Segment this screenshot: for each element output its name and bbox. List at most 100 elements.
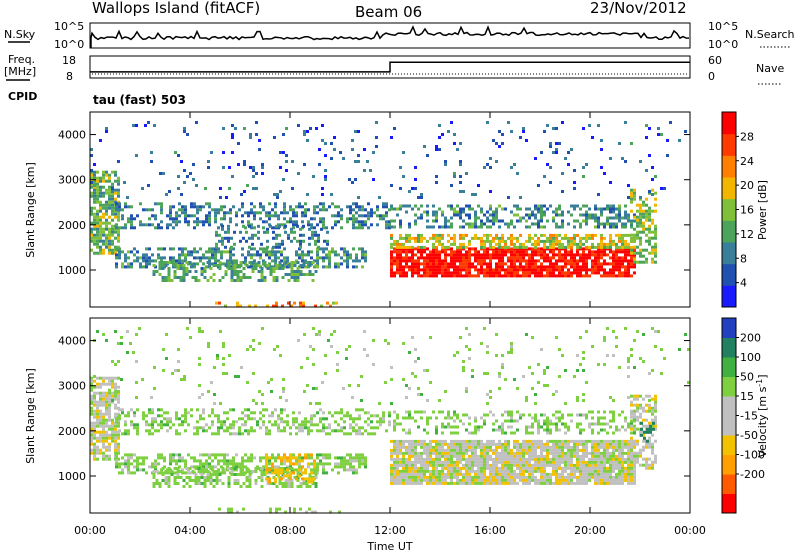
rti-cell <box>501 133 504 136</box>
rti-cell <box>588 470 591 473</box>
rti-cell <box>414 476 417 479</box>
rti-cell <box>429 262 432 265</box>
rti-cell <box>324 154 327 157</box>
rti-cell <box>606 208 609 211</box>
rti-cell <box>93 189 96 192</box>
rti-cell <box>429 256 432 259</box>
rti-cell <box>438 148 441 151</box>
rti-cell <box>352 259 355 262</box>
rti-cell <box>558 234 561 237</box>
rti-cell <box>183 273 186 276</box>
rti-cell <box>296 240 299 243</box>
rti-cell <box>639 237 642 240</box>
rti-cell <box>352 247 355 250</box>
rti-cell <box>301 426 304 429</box>
rti-cell <box>543 240 546 243</box>
rti-cell <box>153 476 156 479</box>
rti-cell <box>609 223 612 226</box>
rti-cell <box>414 220 417 223</box>
rti-cell <box>396 446 399 449</box>
rti-cell <box>441 246 444 249</box>
rti-cell <box>208 220 211 223</box>
rti-cell <box>154 459 157 462</box>
nsky-tick-top: 10^5 <box>54 20 84 33</box>
rti-cell <box>402 205 405 208</box>
rti-cell <box>195 276 198 279</box>
rti-cell <box>328 462 331 465</box>
rti-cell <box>223 459 226 462</box>
rti-cell <box>175 462 178 465</box>
rti-cell <box>172 423 175 426</box>
rti-cell <box>591 262 594 265</box>
rti-cell <box>224 246 227 249</box>
rti-cell <box>540 482 543 485</box>
rti-cell <box>124 423 127 426</box>
rti-cell <box>283 462 286 465</box>
rti-cell <box>537 470 540 473</box>
rti-cell <box>325 247 328 250</box>
rti-cell <box>393 271 396 274</box>
rti-cell <box>471 482 474 485</box>
rti-cell <box>549 145 552 148</box>
rti-cell <box>102 195 105 198</box>
rti-cell <box>555 253 558 256</box>
rti-cell <box>328 432 331 435</box>
rti-cell <box>211 253 214 256</box>
rti-cell <box>399 446 402 449</box>
rti-cell <box>105 234 108 237</box>
rti-cell <box>408 443 411 446</box>
rti-cell <box>108 198 111 201</box>
rti-cell <box>231 470 234 473</box>
rti-cell <box>214 259 217 262</box>
rti-cell <box>570 259 573 262</box>
rti-cell <box>295 477 298 480</box>
rti-cell <box>420 256 423 259</box>
rti-cell <box>288 273 291 276</box>
rti-cell <box>301 465 304 468</box>
rti-cell <box>127 459 130 462</box>
rti-cell <box>160 426 163 429</box>
rti-cell <box>307 480 310 483</box>
rti-cell <box>168 270 171 273</box>
rti-cell <box>283 217 286 220</box>
rti-cell <box>298 253 301 256</box>
rti-cell <box>465 452 468 455</box>
rti-cell <box>111 252 114 255</box>
rti-cell <box>333 136 336 139</box>
rti-cell <box>382 417 385 420</box>
rti-cell <box>510 166 513 169</box>
rti-cell <box>108 455 111 458</box>
rti-cell <box>298 411 301 414</box>
rti-cell <box>204 482 207 485</box>
rti-cell <box>570 246 573 249</box>
rti-cell <box>184 211 187 214</box>
rti-cell <box>99 246 102 249</box>
rti-cell <box>127 250 130 253</box>
rti-cell <box>343 456 346 459</box>
rti-cell <box>277 214 280 217</box>
rti-cell <box>432 458 435 461</box>
rti-cell <box>376 208 379 211</box>
rti-cell <box>480 253 483 256</box>
rti-cell <box>495 446 498 449</box>
rti-cell <box>522 464 525 467</box>
rti-cell <box>450 271 453 274</box>
rti-cell <box>468 226 471 229</box>
rti-cell <box>462 265 465 268</box>
rti-cell <box>168 482 171 485</box>
rti-cell <box>307 250 310 253</box>
rti-cell <box>237 276 240 279</box>
rti-cell <box>279 482 282 485</box>
rti-cell <box>111 240 114 243</box>
rti-cell <box>346 253 349 256</box>
rti-cell <box>411 259 414 262</box>
rti-cell <box>352 459 355 462</box>
rti-cell <box>247 414 250 417</box>
rti-cell <box>172 453 175 456</box>
rti-cell <box>319 417 322 420</box>
rti-cell <box>528 247 531 250</box>
rti-cell <box>224 237 227 240</box>
rti-cell <box>96 243 99 246</box>
rti-cell <box>489 234 492 237</box>
rti-cell <box>633 261 636 264</box>
